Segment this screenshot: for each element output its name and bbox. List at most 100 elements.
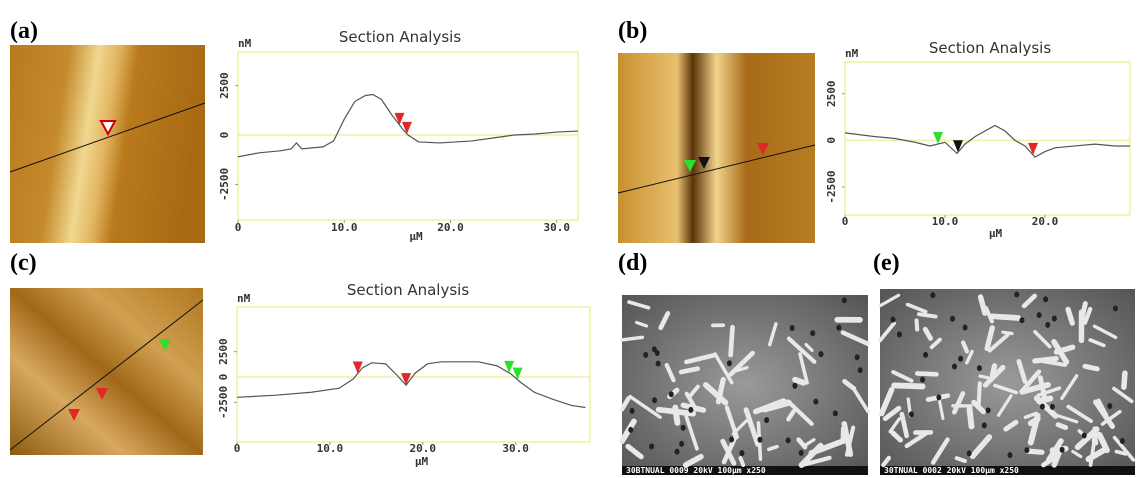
sem-rod [957,458,965,461]
sem-rod [970,409,972,426]
sem-pore [890,317,895,323]
sem-pore [819,351,824,357]
y-tick-label: -2500 [825,170,838,203]
sem-rod [675,408,677,423]
y-tick-label: -2500 [217,386,230,419]
panel-label: (c) [10,250,37,276]
x-axis-label: μM [415,455,429,468]
panel-label: (b) [618,18,647,44]
sem-pore [897,332,902,338]
sem-pore [649,443,654,449]
sem-pore [655,350,660,356]
sem-pore [1082,432,1087,438]
sem-pore [1019,317,1024,323]
x-tick-label: 30.0 [502,442,529,455]
sem-rod [919,314,936,316]
sem-pore [1045,322,1050,328]
sem-rod [681,369,698,372]
sem-pore [681,425,686,431]
sem-pore [920,377,925,383]
chart-title: Section Analysis [339,28,461,46]
chart-title: Section Analysis [347,281,469,299]
y-tick-label: 0 [217,374,230,381]
sem-rod [1027,451,1042,452]
y-tick-label: 2500 [825,80,838,107]
x-axis-label: μM [989,227,1003,240]
x-tick-label: 20.0 [410,442,437,455]
panel-label: (d) [618,250,647,276]
sem-pore [986,407,991,413]
sem-pore [799,450,804,456]
sem-rod [795,380,803,383]
sem-pore [858,367,863,373]
afm-image [618,53,815,243]
afm-image [10,288,203,455]
cursor-marker [402,122,412,134]
y-axis-label: nM [238,37,252,50]
sem-pore [1014,292,1019,298]
sem-pore [679,441,684,447]
sem-pore [739,450,744,456]
sem-rod [917,320,918,329]
cursor-marker [1028,143,1038,155]
sem-rod [1124,373,1125,387]
sem-pore [630,408,635,414]
sem-rod [769,447,777,450]
cursor-marker [513,368,523,380]
y-tick-label: 0 [218,132,231,139]
sem-pore [936,394,941,400]
sem-pore [652,397,657,403]
profile-line [845,125,1130,157]
x-tick-label: 10.0 [331,221,358,234]
sem-pore [950,316,955,322]
sem-rod [740,458,743,465]
sem-rod [1085,366,1097,369]
sem-pore [643,352,648,358]
sem-pore [764,417,769,423]
panel-label: (a) [10,18,38,44]
y-tick-label: -2500 [218,168,231,201]
sem-pore [1052,315,1057,321]
panel-label: (e) [873,250,900,276]
y-axis-label: nM [237,292,251,305]
sem-pore [836,325,841,331]
sem-pore [833,410,838,416]
sem-pore [930,292,935,298]
sem-pore [923,352,928,358]
sem-rod [980,376,990,378]
x-tick-label: 20.0 [1032,215,1059,228]
sem-rod [1058,425,1066,428]
y-tick-label: 2500 [217,338,230,365]
sem-pore [813,399,818,405]
sem-pore [1113,305,1118,311]
sem-pore [909,411,914,417]
sem-pore [842,297,847,303]
sem-pore [1107,403,1112,409]
cursor-marker [933,132,943,144]
sem-pore [1120,438,1125,444]
afm-image [10,45,205,243]
sem-pore [810,330,815,336]
x-tick-label: 30.0 [544,221,571,234]
sem-pore [675,449,680,455]
x-tick-label: 0 [234,442,241,455]
sem-pore [967,450,972,456]
chart-title: Section Analysis [929,39,1051,57]
y-tick-label: 2500 [218,72,231,99]
sem-pore [790,325,795,331]
sem-pore [628,427,633,433]
x-tick-label: 0 [235,221,242,234]
sem-pore [729,437,734,443]
x-tick-label: 20.0 [437,221,464,234]
profile-line [237,362,585,408]
sem-pore [1037,312,1042,318]
sem-pore [855,354,860,360]
sem-pore [958,356,963,362]
sem-pore [1060,447,1065,453]
sem-pore [977,365,982,371]
sem-pore [688,407,693,413]
y-axis-label: nM [845,47,859,60]
sem-rod [1039,399,1050,401]
figure: (a) (b) (c) (d) (e) 30BTNUAL 0009 20kV 1… [0,0,1142,478]
sem-pore [792,383,797,389]
